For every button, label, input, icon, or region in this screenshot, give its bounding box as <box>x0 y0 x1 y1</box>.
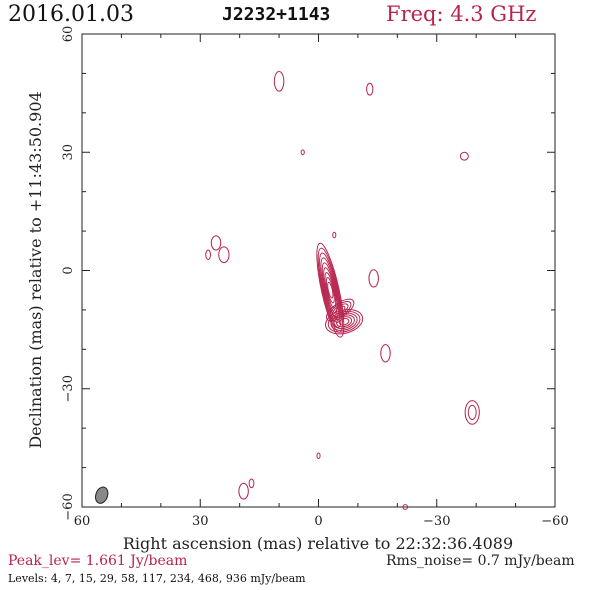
x-axis-label: Right ascension (mas) relative to 22:32:… <box>123 534 513 553</box>
frequency-label: Freq: 4.3 GHz <box>386 2 537 26</box>
y-tick-label: −60 <box>61 493 76 520</box>
axis-tick-labels: 60 30 0 −30 −60 −60 −30 0 30 60 <box>61 26 569 529</box>
source-name: J2232+1143 <box>222 4 331 25</box>
noise-contour <box>366 82 374 96</box>
y-tick-label: 30 <box>61 144 76 161</box>
y-tick-label: 0 <box>61 266 76 274</box>
noise-contour <box>464 400 480 425</box>
bridge-contour <box>331 303 349 317</box>
y-tick-label: −30 <box>61 375 76 402</box>
peak-level: Peak_lev= 1.661 Jy/beam <box>8 553 188 569</box>
x-tick-label: −30 <box>423 514 450 529</box>
contour-group <box>205 70 480 510</box>
jet-contour <box>338 317 350 326</box>
noise-contour <box>459 151 469 161</box>
noise-contour <box>402 504 409 510</box>
x-tick-label: 0 <box>314 514 322 529</box>
beam-ellipse <box>95 486 109 504</box>
noise-contour <box>380 344 391 363</box>
contour-levels: Levels: 4, 7, 15, 29, 58, 117, 234, 468,… <box>8 572 306 585</box>
bridge-contour <box>326 298 355 322</box>
x-tick-label: 30 <box>192 514 209 529</box>
noise-contour <box>238 482 249 500</box>
noise-contour <box>210 235 222 251</box>
noise-contour <box>248 478 255 489</box>
core-contour <box>316 242 345 338</box>
noise-contour <box>205 249 211 260</box>
beam-ellipse-group <box>95 486 109 504</box>
noise-contour <box>332 231 337 239</box>
noise-contour <box>467 404 477 420</box>
noise-contour <box>368 269 379 288</box>
core-contour <box>327 281 334 299</box>
bridge-contour <box>328 301 352 319</box>
bridge-contour <box>334 305 346 315</box>
core-contour <box>320 257 341 323</box>
core-contour <box>325 276 335 304</box>
noise-contour <box>316 452 321 460</box>
noise-contour <box>273 70 285 92</box>
y-axis-label: Declination (mas) relative to +11:43:50.… <box>26 91 45 448</box>
x-tick-label: −60 <box>541 514 568 529</box>
observation-date: 2016.01.03 <box>8 2 134 27</box>
jet-contour <box>324 309 364 335</box>
rms-noise: Rms_noise= 0.7 mJy/beam <box>386 553 575 569</box>
noise-contour <box>300 149 305 156</box>
y-tick-label: 60 <box>61 26 76 43</box>
axis-ticks <box>81 33 556 508</box>
x-tick-label: 60 <box>74 514 91 529</box>
noise-contour <box>218 246 230 264</box>
core-contour <box>319 252 342 328</box>
